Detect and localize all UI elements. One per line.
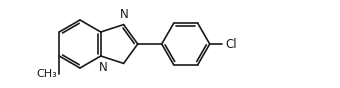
- Text: N: N: [98, 61, 107, 74]
- Text: Cl: Cl: [226, 37, 237, 51]
- Text: CH₃: CH₃: [36, 69, 57, 79]
- Text: N: N: [120, 8, 129, 21]
